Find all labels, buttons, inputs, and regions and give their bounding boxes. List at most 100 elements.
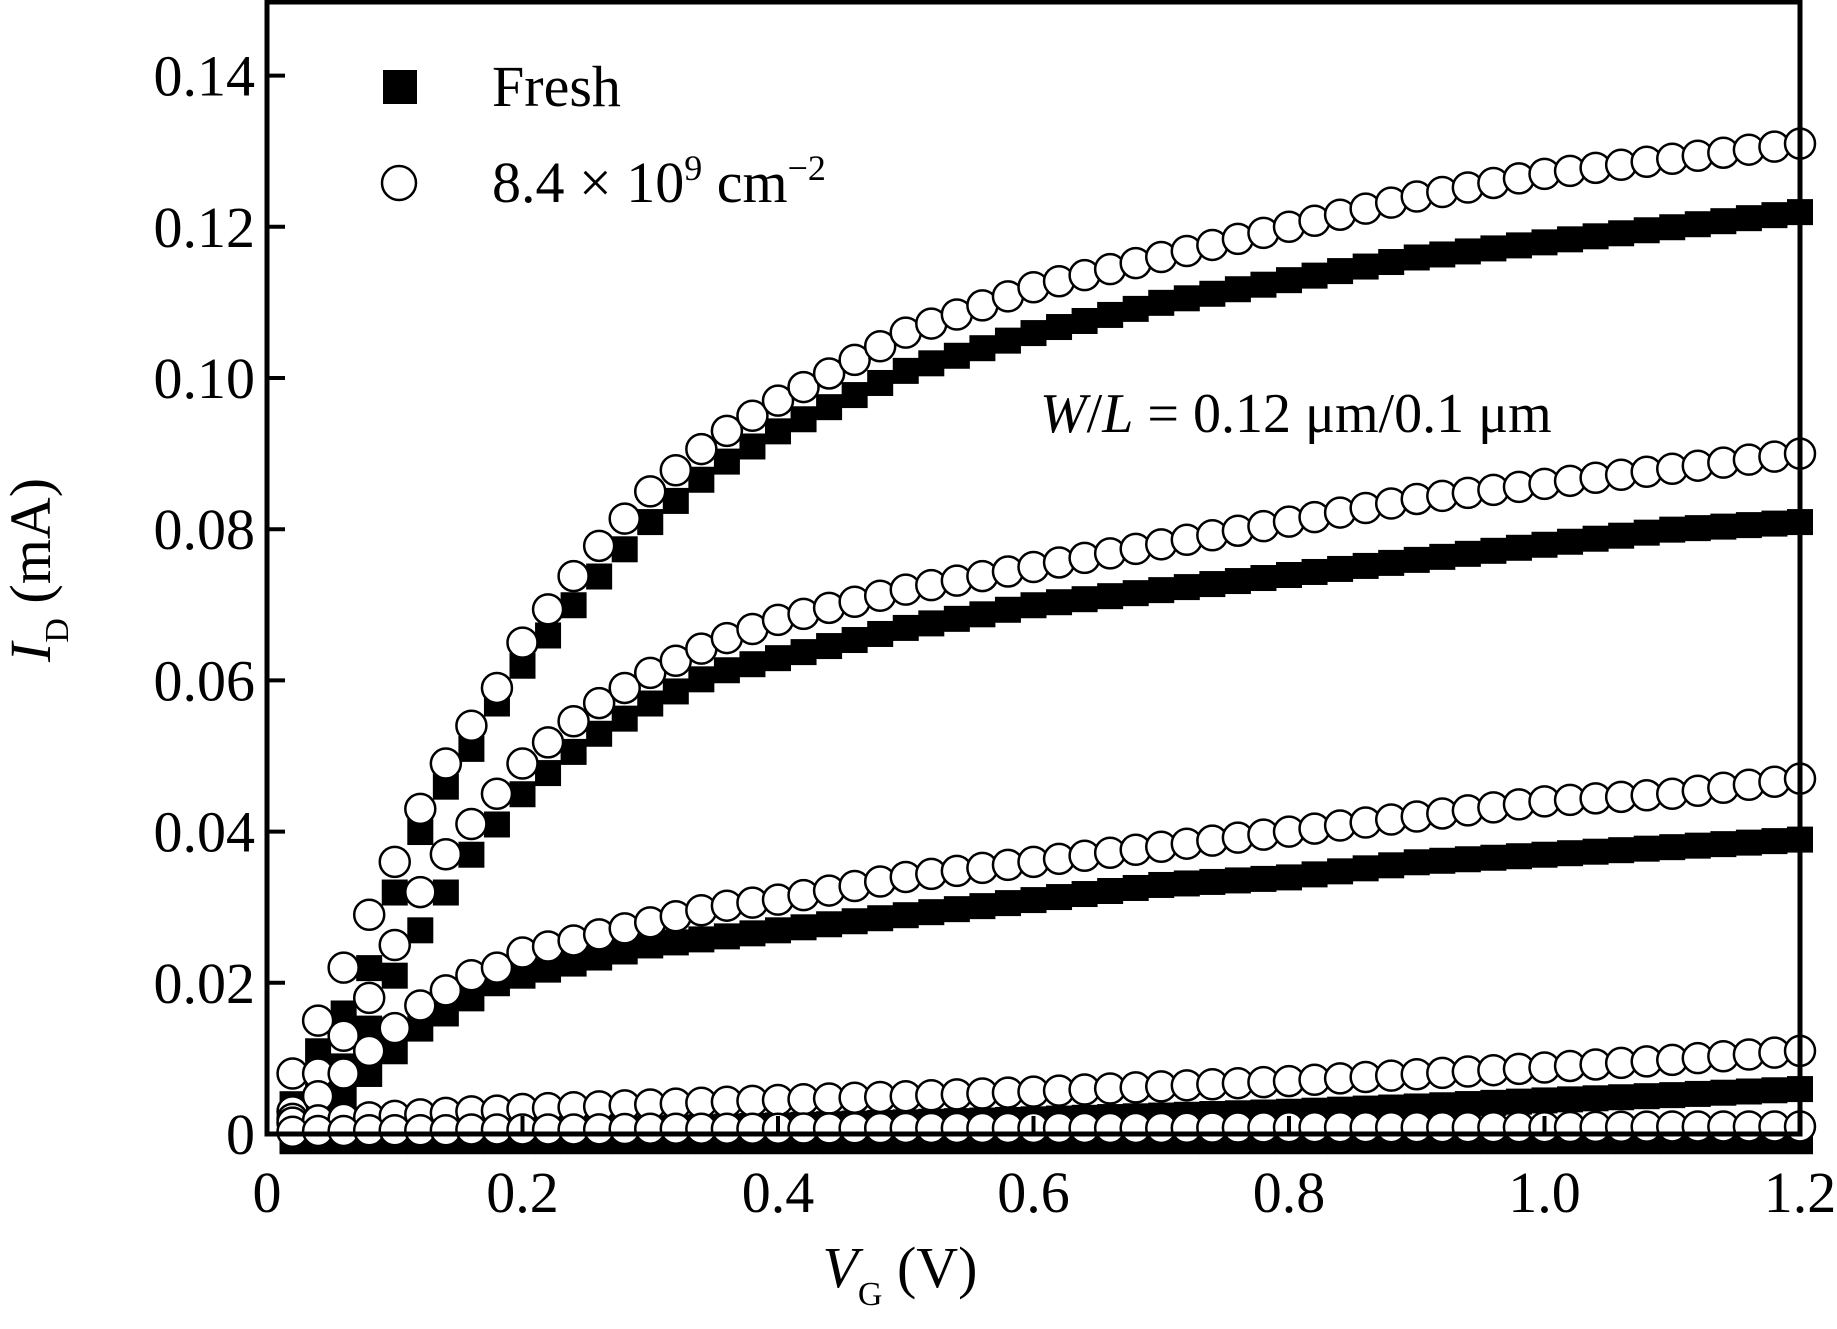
fresh-point [739, 920, 766, 947]
irradiated-point [634, 475, 667, 508]
fresh-point [1505, 843, 1532, 870]
fresh-point [381, 879, 408, 906]
fresh-point [816, 633, 843, 660]
legend-filled-square-marker [383, 70, 417, 104]
irradiated-point [378, 845, 411, 879]
fresh-point [1557, 1086, 1584, 1113]
fresh-point [1301, 861, 1328, 888]
fresh-point [1557, 528, 1584, 555]
y-tick-label: 0.10 [154, 346, 256, 411]
fresh-point [994, 890, 1021, 917]
irradiated-point [582, 529, 616, 563]
fresh-point [1250, 865, 1277, 892]
fresh-point [1199, 280, 1226, 307]
fresh-point [1122, 295, 1149, 322]
fresh-point [1224, 867, 1251, 894]
fresh-point [407, 917, 434, 944]
fresh-point [713, 448, 740, 475]
irradiated-point [404, 875, 437, 909]
fresh-point [1710, 1079, 1737, 1106]
fresh-point [1684, 832, 1711, 859]
irradiated-point [685, 432, 718, 466]
fresh-point [1224, 276, 1251, 303]
fresh-point [662, 678, 689, 705]
fresh-point [867, 369, 894, 396]
fresh-point [1684, 211, 1711, 238]
fresh-point [1710, 831, 1737, 858]
axis-ticks: 0 0.2 0.4 0.6 0.8 1.0 1.2 0 0.02 0.04 0.06 0.08 0.10… [154, 44, 1837, 1225]
fresh-point [1505, 232, 1532, 259]
series-irradiated-curve-2 [276, 437, 1817, 1128]
fresh-point [1735, 829, 1762, 856]
fresh-point [1633, 519, 1660, 546]
irradiated-point [557, 704, 590, 738]
fresh-point [1122, 580, 1149, 607]
fresh-point [1735, 512, 1762, 539]
irradiated-point [455, 709, 488, 743]
fresh-point [1429, 241, 1456, 268]
fresh-point [841, 382, 868, 409]
irradiated-point [608, 671, 641, 705]
irradiated-point [378, 928, 411, 962]
fresh-point [432, 879, 459, 906]
fresh-point [535, 622, 562, 649]
fresh-point [1224, 568, 1251, 595]
fresh-point [1761, 202, 1788, 229]
fresh-point [943, 342, 970, 369]
fresh-point [1352, 253, 1379, 280]
fresh-point [662, 487, 689, 514]
irradiated-point [378, 1011, 411, 1045]
fresh-point [1454, 846, 1481, 873]
fresh-point [1633, 217, 1660, 244]
fresh-point [1276, 562, 1302, 588]
fresh-point [1071, 307, 1098, 334]
irradiated-point [429, 974, 463, 1007]
irradiated-point [863, 329, 897, 363]
fresh-point [1327, 555, 1354, 582]
irradiated-point [531, 593, 565, 626]
fresh-point [1327, 258, 1354, 285]
fresh-point [1122, 874, 1149, 901]
fresh-point [765, 418, 791, 445]
fresh-point [969, 601, 996, 628]
fresh-point [841, 627, 868, 654]
fresh-point [688, 926, 715, 953]
legend: Fresh 8.4 × 109 cm−2 [380, 54, 826, 215]
irradiated-point [531, 726, 565, 759]
fresh-point [1276, 267, 1302, 294]
fresh-point [560, 738, 587, 765]
irradiated-point [582, 686, 616, 720]
fresh-point [1531, 531, 1558, 558]
fresh-point [1557, 226, 1584, 253]
fresh-point [662, 929, 689, 956]
fresh-point [1173, 870, 1200, 897]
fresh-point [1327, 858, 1354, 885]
legend-open-circle-marker [380, 164, 418, 202]
fresh-point [1761, 828, 1788, 855]
y-tick-label: 0.08 [154, 497, 256, 562]
fresh-point [1071, 586, 1098, 613]
fresh-point [1173, 574, 1200, 601]
fresh-point [969, 335, 996, 362]
fresh-point [892, 357, 919, 384]
x-tick-label: 1.0 [1508, 1160, 1581, 1225]
fresh-point [816, 911, 843, 938]
irradiated-point [352, 981, 386, 1015]
fresh-point [1582, 223, 1609, 250]
irradiated-point [327, 1019, 360, 1052]
fresh-point [1148, 577, 1175, 604]
fresh-point [994, 327, 1021, 354]
fresh-point [1403, 244, 1430, 271]
irradiated-point [480, 777, 514, 811]
fresh-point [1608, 837, 1635, 864]
fresh-point [1505, 1088, 1532, 1115]
irradiated-point [787, 370, 820, 404]
series-irradiated-curve-3 [276, 762, 1817, 1136]
irradiated-point [736, 399, 769, 433]
fresh-point [1020, 320, 1047, 347]
fresh-point [892, 902, 919, 929]
fresh-point [790, 406, 817, 433]
irradiated-point [301, 1004, 335, 1037]
fresh-point [841, 908, 868, 935]
